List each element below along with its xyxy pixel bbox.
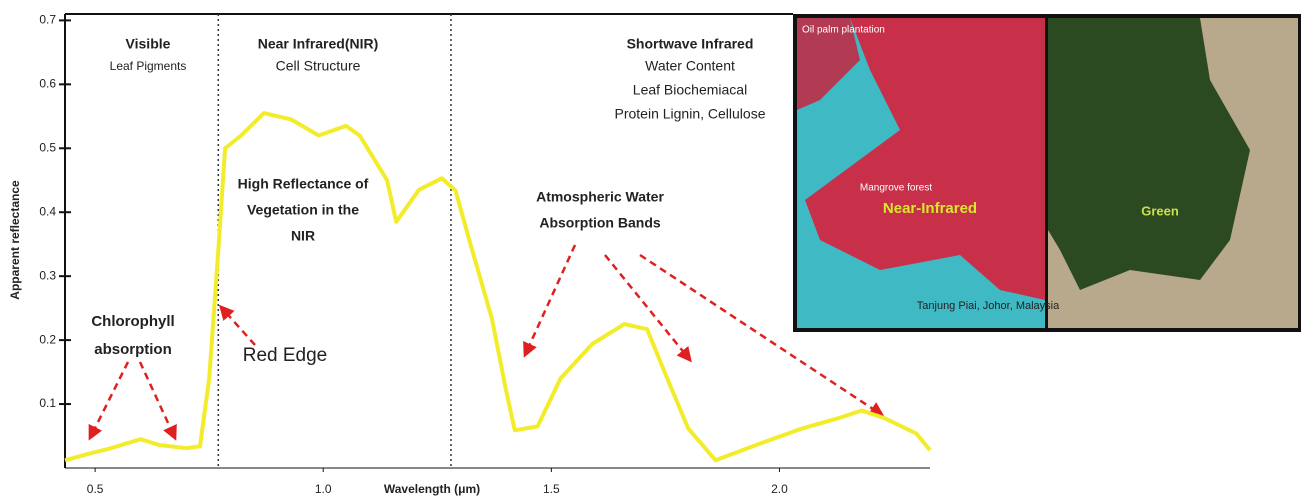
arrows <box>90 245 882 438</box>
x-tick-label: 1.5 <box>543 482 560 496</box>
annotation: NIR <box>291 228 315 244</box>
region-title: Visible <box>126 36 171 52</box>
arrow <box>525 245 575 355</box>
inset-image <box>793 14 1301 332</box>
region-text: Leaf Pigments <box>110 59 187 73</box>
inset-label: Near-Infrared <box>883 200 977 217</box>
y-tick-label: 0.1 <box>39 396 56 410</box>
arrow <box>90 362 128 438</box>
y-tick-label: 0.6 <box>39 77 56 91</box>
region-title: Shortwave Infrared <box>627 36 754 52</box>
inset-label: Mangrove forest <box>860 183 932 194</box>
y-tick-label: 0.7 <box>39 13 56 27</box>
annotation: Chlorophyll <box>91 313 174 330</box>
region-title: Near Infrared(NIR) <box>258 36 379 52</box>
arrow <box>140 362 175 438</box>
annotation: Vegetation in the <box>247 202 359 218</box>
annotation: Absorption Bands <box>539 215 661 231</box>
annotation: Red Edge <box>243 345 328 366</box>
annotation: Atmospheric Water <box>536 189 664 205</box>
annotation: High Reflectance of <box>238 176 369 192</box>
inset-label: Green <box>1141 203 1179 218</box>
x-tick-label: 2.0 <box>771 482 788 496</box>
y-tick-label: 0.2 <box>39 332 56 346</box>
y-tick-label: 0.3 <box>39 268 56 282</box>
y-axis-label: Apparent reflectance <box>8 180 22 300</box>
inset-label: Oil palm plantation <box>802 25 885 36</box>
annotation: absorption <box>94 341 172 358</box>
x-tick-label: 1.0 <box>315 482 332 496</box>
region-text: Protein Lignin, Cellulose <box>615 106 766 122</box>
x-tick-label: 0.5 <box>87 482 104 496</box>
y-tick-label: 0.4 <box>39 204 56 218</box>
page: {"chart_data": {"type": "line", "y_label… <box>0 0 1306 498</box>
arrow <box>221 307 255 345</box>
chart: 0.1 0.2 0.3 0.4 0.5 0.6 0.7 0.5 1.0 1.5 2.0 Apparen… <box>0 0 1306 498</box>
y-tick-label: 0.5 <box>39 140 56 154</box>
arrow <box>605 255 690 360</box>
region-text: Water Content <box>645 58 735 74</box>
inset-label: Tanjung Piai, Johor, Malaysia <box>917 300 1060 312</box>
region-text: Cell Structure <box>276 58 361 74</box>
region-text: Leaf Biochemiacal <box>633 82 747 98</box>
x-axis-label: Wavelength (μm) <box>384 482 480 496</box>
